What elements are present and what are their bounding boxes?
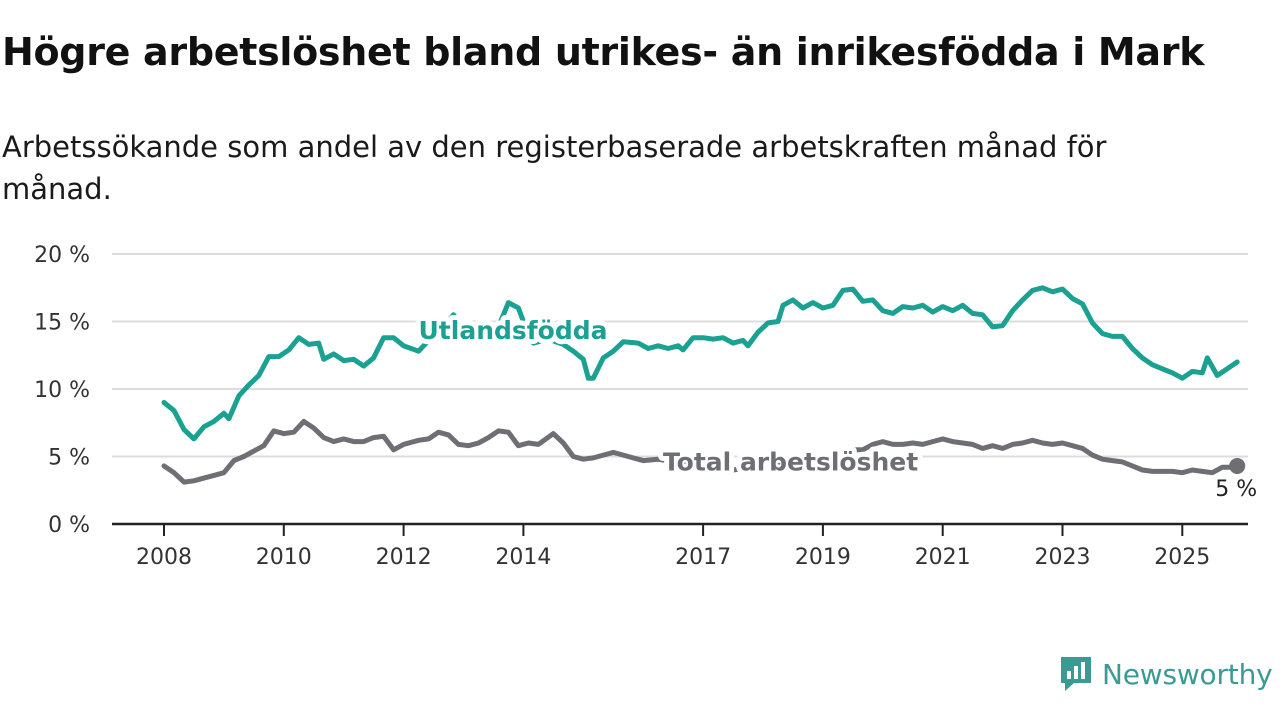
series-labels: Utlandsfödda Total arbetslöshet 5 % <box>414 311 1258 502</box>
y-tick-label: 20 % <box>34 243 90 268</box>
end-value-label: 5 % <box>1215 477 1257 502</box>
series-lines <box>161 285 1240 485</box>
series-line-foreign_born <box>161 285 1240 442</box>
x-tick-label: 2008 <box>136 545 192 570</box>
x-tick-label: 2017 <box>675 545 731 570</box>
series-label-total: Total arbetslöshet <box>663 448 918 477</box>
series-label-foreign_born: Utlandsfödda <box>419 316 608 345</box>
y-tick-label: 5 % <box>48 446 90 471</box>
grid-lines <box>112 253 1248 526</box>
newsworthy-chart-logo-icon <box>1061 657 1091 691</box>
y-tick-label: 0 % <box>48 513 90 538</box>
end-point-marker <box>1229 457 1246 474</box>
x-axis-ticks: 2008 2010 2012 2014 2017 2019 2021 2023 2025 <box>136 524 1210 570</box>
chart-title: Högre arbetslöshet bland utrikes- än inr… <box>2 30 1205 74</box>
brand-name: Newsworthy <box>1102 657 1273 691</box>
x-tick-label: 2019 <box>795 545 851 570</box>
x-tick-label: 2010 <box>256 545 312 570</box>
x-tick-label: 2025 <box>1154 545 1210 570</box>
x-tick-label: 2021 <box>915 545 971 570</box>
y-axis-ticks: 0 % 5 % 10 % 15 % 20 % <box>34 243 90 538</box>
chart-subtitle: Arbetssökande som andel av den registerb… <box>2 130 1107 206</box>
x-tick-label: 2012 <box>376 545 432 570</box>
series-line-total <box>161 418 1240 485</box>
x-tick-label: 2014 <box>495 545 551 570</box>
y-tick-label: 10 % <box>34 378 90 403</box>
y-tick-label: 15 % <box>34 311 90 336</box>
x-tick-label: 2023 <box>1035 545 1091 570</box>
newsworthy-brand: Newsworthy <box>1058 654 1273 694</box>
